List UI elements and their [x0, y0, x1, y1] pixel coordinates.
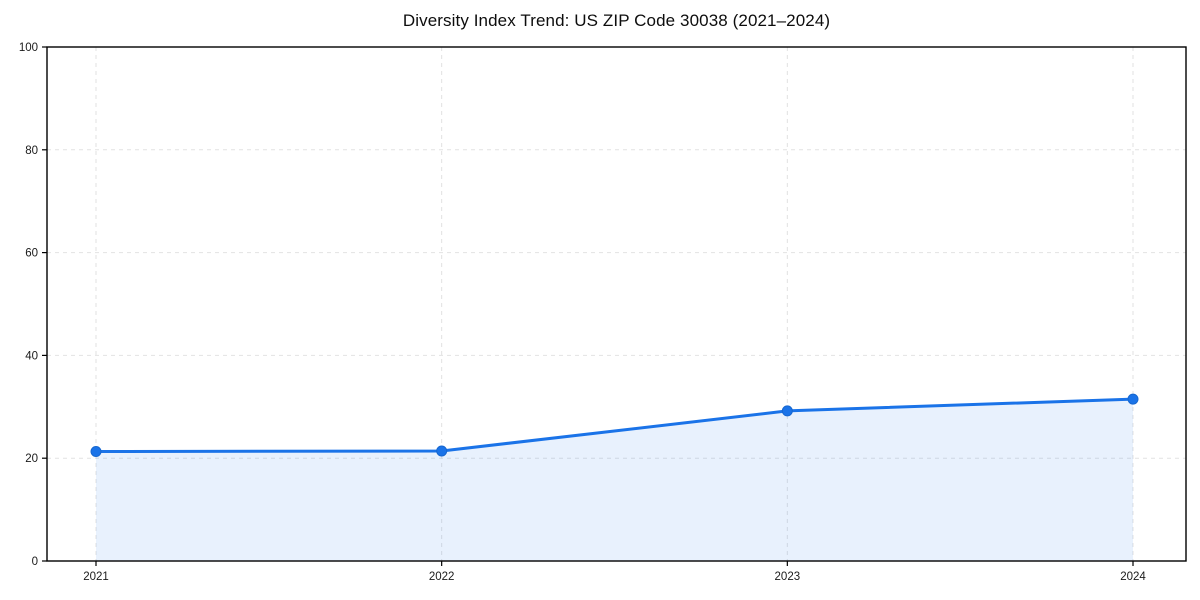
y-tick-label: 40 — [25, 350, 38, 362]
data-point — [90, 446, 102, 458]
plot-border — [46, 46, 1187, 562]
data-point — [781, 405, 793, 417]
y-tick-label: 0 — [32, 556, 38, 568]
data-point — [436, 445, 448, 457]
x-tick-label: 2021 — [83, 571, 109, 583]
y-tick-label: 100 — [19, 42, 38, 54]
y-tick-label: 60 — [25, 248, 38, 260]
x-tick-label: 2022 — [429, 571, 455, 583]
trend-line — [94, 397, 1135, 454]
area-fill — [96, 399, 1133, 561]
x-tick-label: 2024 — [1120, 571, 1146, 583]
data-point — [1127, 393, 1139, 405]
y-tick-label: 20 — [25, 453, 38, 465]
y-tick-label: 80 — [25, 145, 38, 157]
x-tick-label: 2023 — [775, 571, 801, 583]
chart-title: Diversity Index Trend: US ZIP Code 30038… — [402, 11, 831, 30]
